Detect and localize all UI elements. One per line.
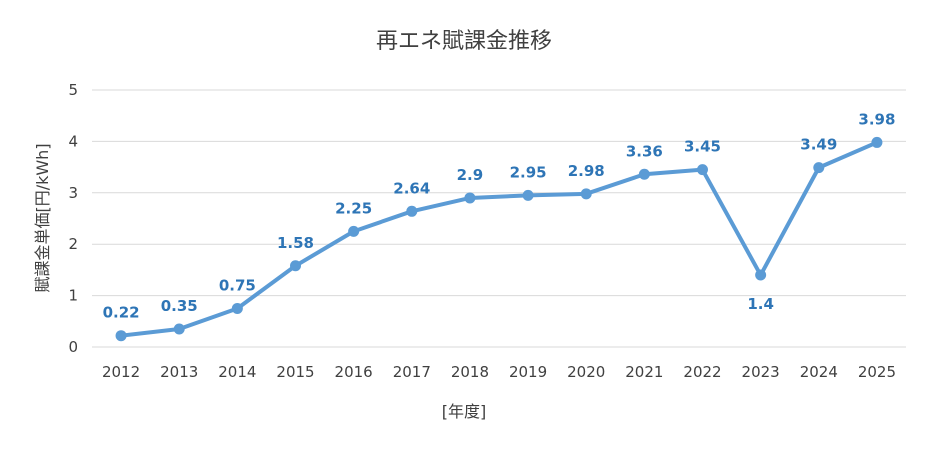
x-tick-label: 2019: [509, 363, 547, 381]
x-tick-label: 2025: [858, 363, 896, 381]
data-label: 3.36: [626, 142, 663, 160]
data-label: 2.64: [393, 179, 430, 197]
data-point: [115, 330, 127, 342]
chart-title: 再エネ賦課金推移: [376, 29, 552, 54]
data-point: [522, 189, 534, 201]
x-tick-label: 2015: [276, 363, 314, 381]
series: [115, 136, 883, 342]
x-tick-label: 2013: [160, 363, 198, 381]
y-tick-label: 4: [68, 132, 78, 150]
y-axis-ticks: 0 1 2 3 4 5: [68, 81, 78, 356]
data-label: 2.25: [335, 199, 372, 217]
data-label: 0.75: [219, 276, 256, 294]
x-tick-label: 2017: [393, 363, 431, 381]
data-label: 3.98: [858, 110, 895, 128]
y-tick-label: 0: [68, 338, 78, 356]
data-label: 2.95: [510, 163, 547, 181]
gridlines: [92, 89, 906, 348]
y-tick-label: 1: [68, 287, 78, 305]
x-tick-label: 2018: [451, 363, 489, 381]
data-point: [871, 136, 883, 148]
x-tick-label: 2021: [625, 363, 663, 381]
x-axis-label: [年度]: [442, 402, 487, 421]
data-point: [173, 323, 185, 335]
data-label: 0.35: [161, 297, 198, 315]
data-labels: 0.22 0.35 0.75 1.58 2.25 2.64 2.9 2.95 2.98 3.36 3…: [103, 110, 896, 321]
data-point: [697, 164, 708, 176]
data-label: 3.49: [800, 136, 837, 154]
data-point: [638, 168, 650, 180]
data-point: [290, 260, 301, 272]
data-point: [464, 192, 476, 204]
x-axis-ticks: 2012 2013 2014 2015 2016 2017 2018 2019 2020 2021…: [102, 363, 896, 381]
x-tick-label: 2022: [683, 363, 721, 381]
x-tick-label: 2023: [742, 363, 780, 381]
y-tick-label: 2: [68, 235, 78, 253]
data-point: [406, 205, 418, 217]
data-point: [755, 269, 767, 281]
data-label: 2.98: [568, 162, 605, 180]
series-line: [119, 140, 879, 338]
x-tick-label: 2024: [800, 363, 838, 381]
data-label: 0.22: [103, 304, 140, 322]
data-point: [231, 302, 243, 314]
y-tick-label: 5: [68, 81, 78, 99]
data-label: 3.45: [684, 138, 721, 156]
x-tick-label: 2016: [335, 363, 373, 381]
data-label: 1.4: [747, 295, 774, 313]
x-tick-label: 2012: [102, 363, 140, 381]
data-point: [813, 162, 825, 174]
data-label: 2.9: [457, 166, 484, 184]
data-point: [348, 225, 360, 237]
data-label: 1.58: [277, 234, 314, 252]
x-tick-label: 2014: [218, 363, 256, 381]
x-tick-label: 2020: [567, 363, 605, 381]
y-axis-label: 賦課金単価[円/kWh]: [33, 143, 52, 292]
data-point: [580, 188, 592, 200]
y-tick-label: 3: [68, 184, 78, 202]
